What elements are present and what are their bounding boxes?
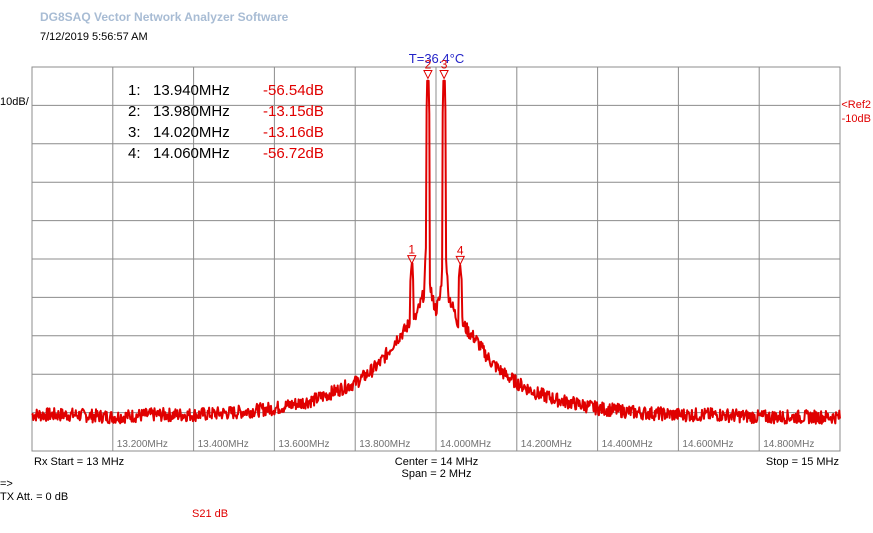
marker-id: 4: xyxy=(128,145,141,162)
marker-row-1[interactable]: 1: 13.940MHz -56.54dB xyxy=(128,80,348,101)
marker-row-4[interactable]: 4: 14.060MHz -56.72dB xyxy=(128,143,348,164)
marker-number: 1 xyxy=(408,243,415,257)
stop-label[interactable]: Stop = 15 MHz xyxy=(765,456,839,468)
reference-marker[interactable]: <Ref2 xyxy=(841,99,871,111)
marker-table: 1: 13.940MHz -56.54dB 2: 13.980MHz -13.1… xyxy=(128,80,348,164)
marker-triangle[interactable] xyxy=(455,255,466,266)
marker-triangle[interactable] xyxy=(406,255,417,265)
marker-frequency: 13.980MHz xyxy=(153,103,230,120)
center-span-block: Center = 14 MHz Span = 2 MHz xyxy=(0,456,873,480)
x-tick-label: 13.200MHz xyxy=(117,439,168,450)
marker-frequency: 13.940MHz xyxy=(153,82,230,99)
temperature-readout: T=36.4°C xyxy=(408,51,465,66)
marker-frequency: 14.020MHz xyxy=(153,124,230,141)
x-tick-label: 13.800MHz xyxy=(359,439,410,450)
marker-glyphs: 1 2 3 4 xyxy=(406,57,466,266)
y-scale-label: 10dB/ xyxy=(0,96,29,108)
x-tick-labels: 13.200MHz 13.400MHz 13.600MHz 13.800MHz 14.0… xyxy=(117,439,815,450)
x-tick-label: 14.400MHz xyxy=(602,439,653,450)
marker-number: 3 xyxy=(441,57,448,71)
arrow-indicator: => xyxy=(0,478,13,490)
marker-triangle[interactable] xyxy=(439,69,449,80)
s21-trace xyxy=(31,79,841,425)
marker-value: -56.54dB xyxy=(263,82,324,99)
span-label[interactable]: Span = 2 MHz xyxy=(401,468,472,480)
x-tick-label: 13.600MHz xyxy=(278,439,329,450)
marker-number: 2 xyxy=(425,57,432,71)
x-tick-label: 14.600MHz xyxy=(682,439,733,450)
timestamp: 7/12/2019 5:56:57 AM xyxy=(40,31,148,43)
marker-frequency: 14.060MHz xyxy=(153,145,230,162)
reference-level: -10dB xyxy=(841,113,871,125)
vertical-gridlines xyxy=(112,67,760,451)
marker-value: -13.16dB xyxy=(263,124,324,141)
center-label[interactable]: Center = 14 MHz xyxy=(394,456,479,468)
x-tick-label: 13.400MHz xyxy=(198,439,249,450)
x-tick-label: 14.000MHz xyxy=(440,439,491,450)
marker-id: 1: xyxy=(128,82,141,99)
reference-label: <Ref2 -10dB xyxy=(841,98,871,126)
tx-attenuation-label[interactable]: TX Att. = 0 dB xyxy=(0,491,69,503)
x-tick-label: 14.200MHz xyxy=(521,439,572,450)
marker-id: 3: xyxy=(128,124,141,141)
marker-value: -13.15dB xyxy=(263,103,324,120)
marker-triangle[interactable] xyxy=(423,69,433,80)
marker-id: 2: xyxy=(128,103,141,120)
app-title: DG8SAQ Vector Network Analyzer Software xyxy=(40,10,289,24)
trace-name-label[interactable]: S21 dB xyxy=(192,508,229,520)
marker-row-3[interactable]: 3: 14.020MHz -13.16dB xyxy=(128,122,348,143)
rx-start-label[interactable]: Rx Start = 13 MHz xyxy=(34,456,125,468)
x-tick-label: 14.800MHz xyxy=(763,439,814,450)
marker-value: -56.72dB xyxy=(263,145,324,162)
marker-row-2[interactable]: 2: 13.980MHz -13.15dB xyxy=(128,101,348,122)
marker-number: 4 xyxy=(457,243,464,257)
